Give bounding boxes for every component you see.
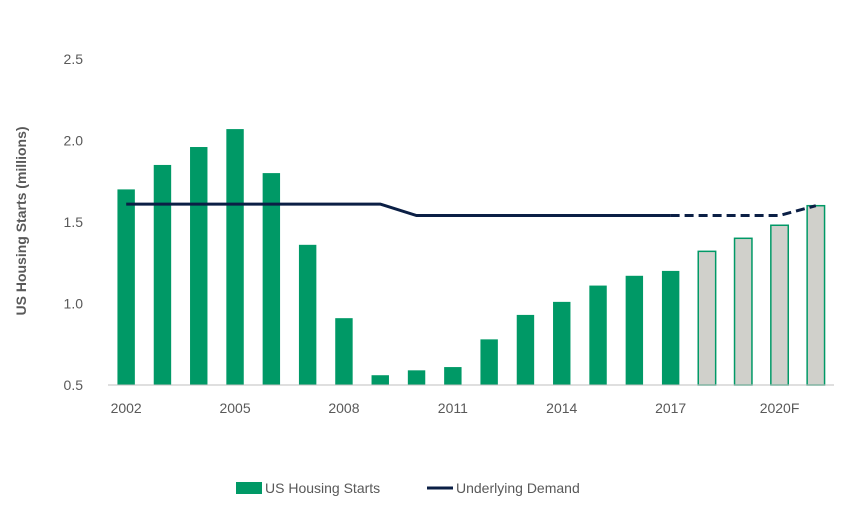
bar bbox=[444, 367, 462, 385]
x-axis-ticks: 2002 2005 2008 2011 2014 2017 2020F bbox=[111, 400, 800, 416]
bars-group bbox=[117, 129, 826, 386]
legend-swatch-bar bbox=[236, 482, 262, 494]
legend-label-us-housing-starts: US Housing Starts bbox=[265, 480, 380, 496]
bar bbox=[335, 318, 353, 385]
bar bbox=[625, 275, 644, 385]
x-tick-label: 2011 bbox=[438, 400, 468, 416]
y-tick-label: 0.5 bbox=[64, 377, 84, 393]
legend: US Housing Starts Underlying Demand bbox=[236, 480, 580, 496]
bar bbox=[480, 339, 498, 385]
y-tick-label: 2.0 bbox=[64, 133, 84, 149]
y-tick-label: 1.5 bbox=[64, 214, 84, 230]
y-axis-title: US Housing Starts (millions) bbox=[13, 126, 29, 315]
forecast-bar bbox=[806, 204, 826, 386]
bar bbox=[117, 189, 135, 385]
x-tick-label: 2017 bbox=[655, 400, 686, 416]
bar bbox=[407, 370, 426, 385]
bar bbox=[553, 301, 571, 385]
legend-label-underlying-demand: Underlying Demand bbox=[456, 480, 580, 496]
x-tick-label: 2014 bbox=[546, 400, 577, 416]
x-tick-label: 2008 bbox=[328, 400, 359, 416]
bar bbox=[262, 173, 281, 385]
legend-item-us-housing-starts: US Housing Starts bbox=[236, 480, 380, 496]
bar bbox=[190, 147, 208, 385]
bar bbox=[298, 244, 317, 385]
bar bbox=[589, 285, 607, 385]
demand-line-forecast bbox=[670, 204, 817, 217]
underlying-demand-line bbox=[126, 202, 817, 217]
bar bbox=[153, 164, 172, 385]
demand-line-actual bbox=[126, 202, 671, 217]
forecast-bar bbox=[770, 224, 790, 386]
legend-item-underlying-demand: Underlying Demand bbox=[427, 480, 580, 496]
bar bbox=[371, 375, 389, 385]
forecast-bar bbox=[697, 250, 717, 386]
y-tick-label: 1.0 bbox=[64, 296, 84, 312]
forecast-bar bbox=[733, 237, 753, 386]
bar bbox=[516, 314, 535, 385]
bar bbox=[661, 270, 680, 385]
y-axis-ticks: 0.5 1.0 1.5 2.0 2.5 bbox=[64, 51, 84, 393]
bar bbox=[226, 129, 244, 385]
x-tick-label: 2020F bbox=[760, 400, 800, 416]
x-tick-label: 2005 bbox=[219, 400, 250, 416]
y-tick-label: 2.5 bbox=[64, 51, 84, 67]
x-tick-label: 2002 bbox=[111, 400, 142, 416]
